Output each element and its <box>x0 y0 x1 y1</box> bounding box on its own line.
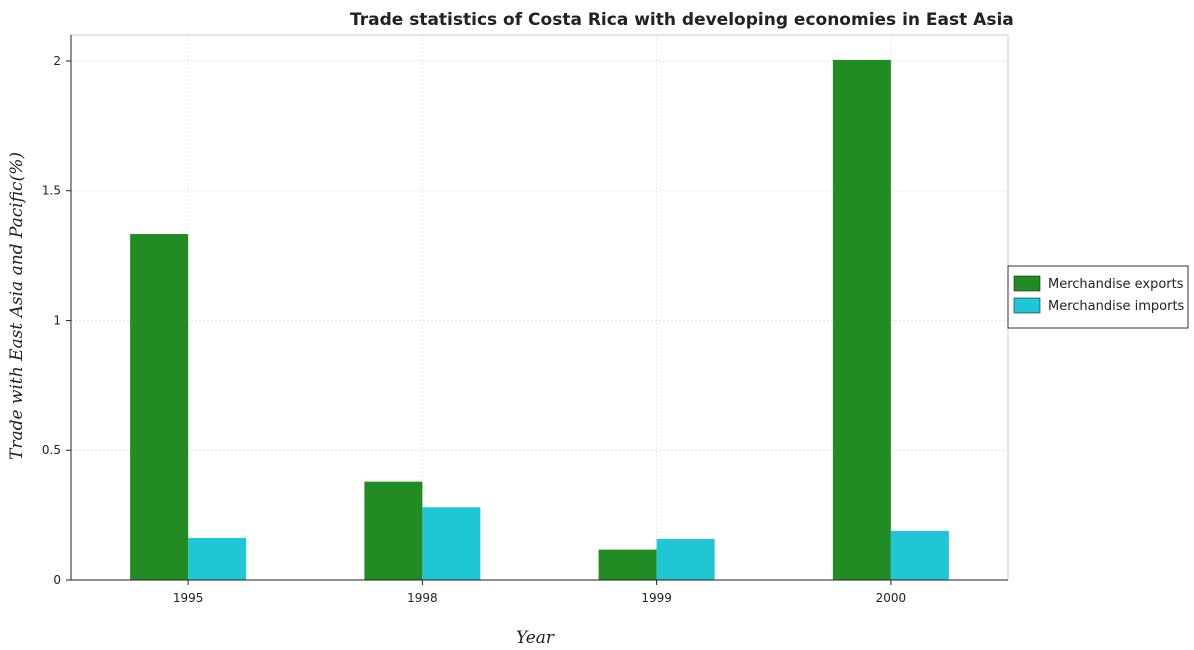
x-tick-label: 1995 <box>173 591 204 605</box>
y-axis-label: Trade with East Asia and Pacific(%) <box>7 152 27 460</box>
bar-imports <box>656 538 715 580</box>
bar-exports <box>364 481 423 580</box>
legend-label: Merchandise exports <box>1048 277 1184 292</box>
legend-box <box>1007 265 1189 329</box>
y-tick-label: 2 <box>53 54 61 68</box>
bar-imports <box>188 537 247 580</box>
x-tick-label: 1998 <box>407 591 438 605</box>
x-axis-label: Year <box>516 628 555 648</box>
bar-exports <box>598 549 657 580</box>
bar-exports <box>832 59 891 580</box>
bar-exports <box>130 234 189 581</box>
legend-label: Merchandise imports <box>1048 299 1185 314</box>
y-tick-label: 0.5 <box>42 443 61 457</box>
bar-imports <box>422 507 481 580</box>
y-tick-labels: 0 0.5 1 1.5 2 <box>42 54 61 587</box>
y-tick-label: 0 <box>53 573 61 587</box>
legend: Merchandise exports Merchandise imports <box>1007 265 1189 329</box>
x-tick-label: 1999 <box>641 591 672 605</box>
bar-imports <box>890 530 949 580</box>
bars <box>130 59 949 581</box>
x-tick-label: 2000 <box>876 591 907 605</box>
x-tick-labels: 1995 1998 1999 2000 <box>173 591 906 605</box>
chart-title: Trade statistics of Costa Rica with deve… <box>350 10 1014 30</box>
y-tick-label: 1.5 <box>42 184 61 198</box>
y-tick-label: 1 <box>53 313 61 327</box>
legend-swatch <box>1013 297 1041 314</box>
legend-swatch <box>1013 275 1041 292</box>
